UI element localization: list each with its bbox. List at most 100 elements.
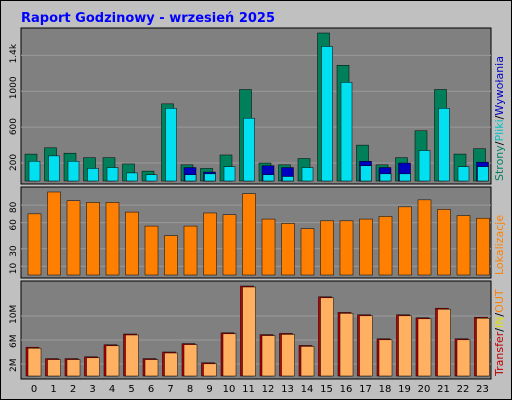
side-label-part: IN [493,317,506,328]
bar-lokalizacje [183,225,198,276]
y-tick-label: 10 [9,263,19,275]
bar-lokalizacje [222,214,237,276]
bar-lokalizacje [203,212,217,276]
bar-lokalizacje [456,215,471,276]
bar-pliki [418,150,431,182]
side-label-part: Pliki [493,119,506,141]
bar-lokalizacje [105,202,120,276]
bar-out [242,286,256,377]
x-tick-label: 16 [340,384,353,395]
bar-out [183,344,198,377]
bar-out [281,334,295,377]
bar-lokalizacje [47,191,61,276]
x-tick-label: 4 [109,384,115,395]
bar-lokalizacje [27,213,42,276]
bar-out [261,335,276,377]
bar-out [222,333,237,377]
bar-out [47,359,61,377]
bar-out [359,315,373,377]
bar-out [66,359,81,377]
bar-pliki [67,161,80,182]
bar-out [398,315,412,377]
y-tick-label: 80 [9,201,19,213]
side-label-locations: Lokalizacje [493,215,506,275]
panel3-marks: 2M 6M 10M [9,285,491,377]
bar-lokalizacje [66,200,81,276]
x-tick-label: 6 [148,384,154,395]
y-tick-label: 200 [9,154,19,171]
bar-lokalizacje [339,220,354,276]
bar-out [437,308,451,377]
bar-lokalizacje [300,228,315,276]
bar-pliki [223,166,236,182]
bar-lokalizacje [86,202,100,276]
x-tick-label: 21 [437,384,450,395]
bar-lokalizacje [281,223,295,276]
bar-pliki [48,155,60,182]
bar-pliki [477,166,489,182]
x-tick-label: 23 [476,384,489,395]
y-tick-label: 6M [9,335,19,349]
y-tick-label: 60 [9,219,19,231]
bar-out [320,297,334,377]
bar-pliki [399,173,411,182]
side-label-part: Lokalizacje [493,215,506,275]
bar-out [339,313,354,377]
side-label-pages-files-hits: Strony/Pliki/Wywołania [493,56,506,181]
bar-pliki [438,108,450,182]
x-tick-label: 5 [128,384,134,395]
bar-lokalizacje [359,218,373,276]
side-label-part: OUT [493,289,506,313]
bar-lokalizacje [398,206,412,276]
bar-lokalizacje [437,209,451,276]
bar-pliki [243,117,255,182]
y-tick-label: 1000 [9,76,19,99]
bar-out [476,317,490,377]
bar-pliki [87,168,99,182]
x-tick-label: 2 [70,384,76,395]
bar-pliki [282,176,294,182]
bar-lokalizacje [144,225,159,276]
y-tick-label: 2M [9,359,19,373]
bar-lokalizacje [476,217,490,276]
y-tick-label: 600 [9,118,19,135]
bar-lokalizacje [320,220,334,276]
bar-pliki [126,172,138,182]
x-tick-label: 14 [301,384,314,395]
x-tick-label: 1 [50,384,56,395]
bar-out [300,346,315,377]
bar-out [144,359,159,377]
panel2-marks: 10 30 60 80 [9,191,491,276]
bar-out [378,339,393,377]
bar-pliki [340,82,353,182]
bar-out [417,318,432,377]
side-label-part: Strony [493,145,506,181]
bar-lokalizacje [125,211,139,276]
chart-title: Raport Godzinowy - wrzesień 2025 [21,11,275,26]
bar-pliki [321,46,333,182]
x-tick-label: 13 [281,384,294,395]
bar-out [105,345,120,377]
y-tick-label: 1.4k [9,43,19,63]
side-label-part: Wywołania [493,56,506,116]
side-label-part: / [493,328,506,332]
side-label-transfer: Transfer/IN/OUT [493,289,506,377]
x-tick-label: 18 [379,384,392,395]
x-tick-label: 15 [320,384,333,395]
side-label-part: / [493,313,506,317]
bar-pliki [165,108,177,182]
bar-out [203,363,217,377]
bar-out [164,352,178,377]
panel-pages-files-hits [20,27,492,185]
x-tick-label: 7 [167,384,173,395]
side-label-part: / [493,115,506,119]
bar-pliki [184,174,197,182]
bar-pliki [106,167,119,182]
bar-lokalizacje [417,199,432,276]
bar-out [27,347,42,377]
bar-pliki [457,166,470,182]
x-tick-label: 0 [31,384,37,395]
x-tick-label: 9 [206,384,212,395]
